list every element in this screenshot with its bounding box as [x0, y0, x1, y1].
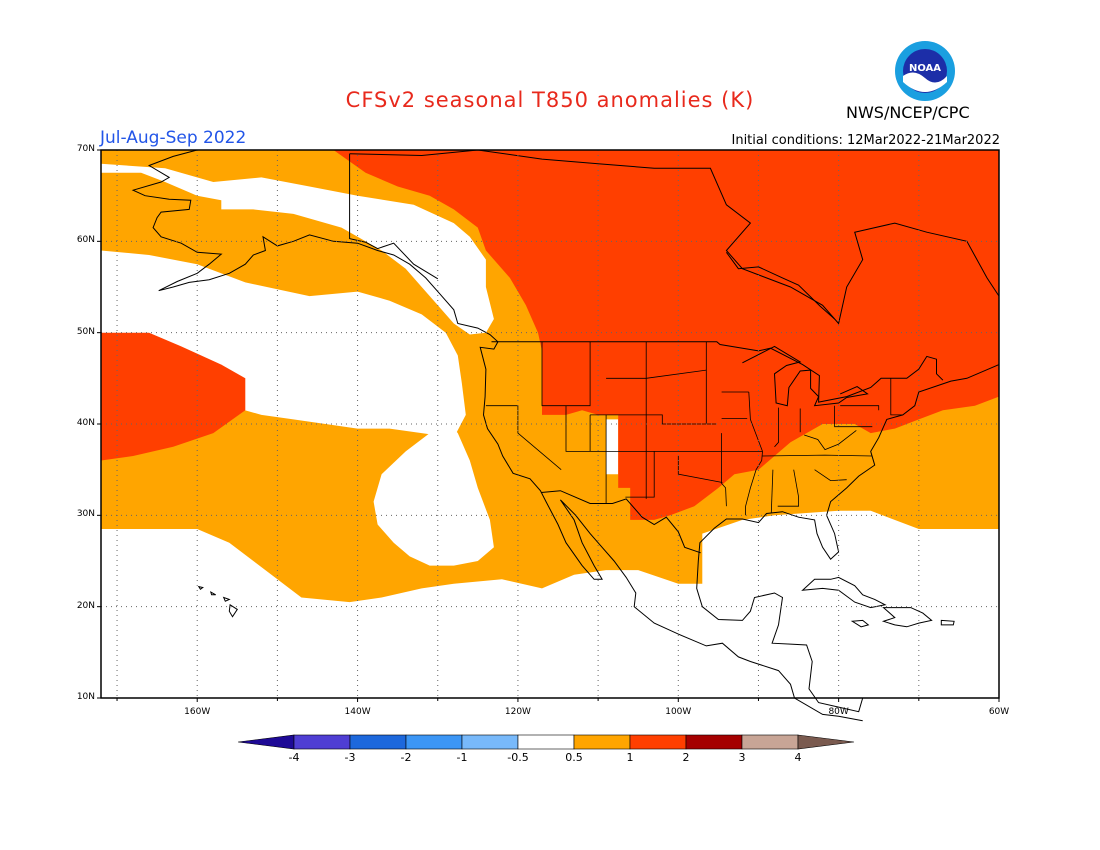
latitude-label: 30N: [76, 509, 95, 520]
latitude-label: 70N: [76, 144, 95, 154]
state-boundary: [762, 454, 873, 457]
state-boundary: [814, 469, 847, 482]
map-title: CFSv2 seasonal T850 anomalies (K): [345, 88, 755, 112]
longitude-label: 140W: [344, 707, 371, 717]
initial-conditions: Initial conditions: 12Mar2022-21Mar2022: [731, 133, 1001, 148]
island-outline: [850, 619, 870, 628]
state-boundary: [777, 469, 799, 507]
tick-layer: [97, 149, 1000, 702]
colorbar-segment: [405, 734, 463, 750]
atlantic-coast: [696, 364, 1000, 713]
state-boundary: [890, 378, 903, 416]
latitude-label: 50N: [76, 326, 95, 337]
island-outline: [801, 576, 887, 609]
island-outline: [197, 585, 204, 591]
colorbar-segment: [293, 734, 351, 750]
island-outline: [228, 603, 238, 618]
latitude-label: 60N: [76, 235, 95, 246]
anomaly-above-1-region: [333, 150, 999, 520]
longitude-label: 120W: [504, 707, 531, 717]
state-boundary: [774, 407, 779, 448]
forecast-period: Jul-Aug-Sep 2022: [100, 128, 247, 148]
colorbar-label: -0.5: [507, 751, 529, 764]
colorbar-segment: [349, 734, 407, 750]
state-boundary: [770, 469, 774, 513]
island-outline: [940, 619, 955, 626]
latitude-label: 20N: [76, 600, 95, 611]
state-boundary: [565, 405, 763, 452]
colorbar-label: 1: [626, 751, 634, 764]
coastline-layer: [131, 149, 1000, 722]
island-outline: [222, 596, 231, 602]
us-canada-border: [491, 341, 944, 403]
hudson-bay-shore: [725, 252, 835, 320]
pacific-coast: [131, 149, 863, 722]
state-boundary: [840, 405, 880, 411]
noaa-logo: NOAA: [895, 41, 955, 101]
colorbar: [238, 734, 855, 750]
longitude-label: 80W: [828, 707, 849, 717]
state-boundary: [590, 414, 716, 425]
latitude-label: 10N: [76, 692, 95, 702]
state-boundary: [677, 456, 723, 483]
colorbar-label: -3: [344, 751, 356, 764]
colorbar-segment: [741, 734, 799, 750]
island-outline: [881, 607, 933, 628]
colorbar-segment: [629, 734, 687, 750]
agency-label: NWS/NCEP/CPC: [846, 103, 970, 122]
anomaly-above-1-region: [101, 332, 246, 461]
great-lakes: [742, 345, 869, 407]
colorbar-segment: [573, 734, 631, 750]
colorbar-label: 3: [738, 751, 746, 764]
longitude-label: 60W: [988, 707, 1010, 717]
north-america-coast: [349, 149, 1000, 325]
anomaly-fill-layer: [101, 150, 999, 698]
anomaly-below-0.5-region: [101, 163, 494, 335]
logo-text: NOAA: [909, 63, 941, 74]
state-boundary: [721, 433, 727, 507]
colorbar-segment: [461, 734, 519, 750]
us-mexico-border: [541, 490, 701, 554]
colorbar-segment: [517, 734, 575, 750]
state-boundary: [485, 405, 562, 471]
longitude-label: 160W: [184, 707, 211, 717]
colorbar-segment-highest: [797, 734, 855, 750]
colorbar-label: -2: [400, 751, 412, 764]
colorbar-label: 0.5: [565, 751, 583, 764]
colorbar-label: -4: [288, 751, 300, 764]
state-boundary: [834, 405, 873, 428]
colorbar-label: 2: [682, 751, 690, 764]
colorbar-label: -1: [456, 751, 468, 764]
colorbar-label: 4: [794, 751, 802, 764]
longitude-label: 100W: [665, 707, 692, 717]
anomaly-below-0.5-region: [373, 424, 494, 566]
state-boundary: [804, 430, 857, 451]
latitude-label: 40N: [76, 418, 95, 428]
anomaly-below-0.5-region: [606, 419, 619, 475]
state-boundary: [625, 451, 655, 498]
island-outline: [209, 591, 216, 596]
colorbar-segment-lowest: [238, 734, 295, 750]
colorbar-segment: [685, 734, 743, 750]
alaska-border: [349, 153, 439, 280]
